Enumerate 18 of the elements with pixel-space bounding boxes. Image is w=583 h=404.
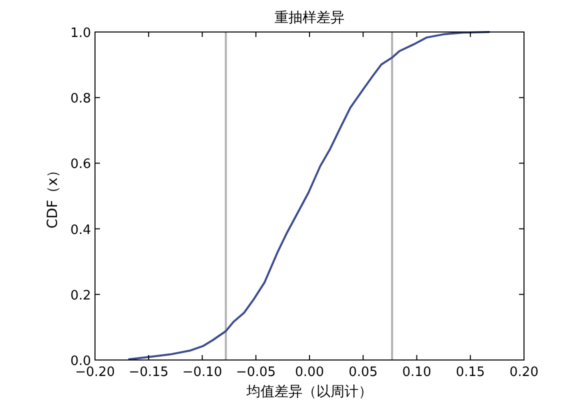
y-tick-label: 0.6 xyxy=(70,157,91,172)
y-tick-label: 0.8 xyxy=(70,92,91,107)
line-series xyxy=(127,31,491,360)
y-axis-title: CDF（x） xyxy=(45,164,61,228)
x-tick-label: −0.20 xyxy=(75,365,115,380)
x-tick-label: 0.10 xyxy=(402,365,432,380)
x-axis-title: 均值差异（以周计） xyxy=(246,384,372,400)
x-tick-label: 0.20 xyxy=(510,365,538,380)
chart-title: 重抽样差异 xyxy=(274,10,344,26)
y-tick-label: 1.0 xyxy=(70,26,91,41)
y-tick-label: 0.4 xyxy=(70,222,91,238)
x-tick-label: 0.00 xyxy=(295,365,324,380)
x-tick-label: −0.10 xyxy=(182,365,222,380)
x-tick-label: −0.15 xyxy=(128,365,169,380)
x-tick-label: 0.05 xyxy=(348,365,378,380)
x-tick-label: 0.15 xyxy=(456,365,485,380)
y-tick-label: 0.2 xyxy=(70,288,91,304)
x-tick-label: −0.05 xyxy=(236,365,276,380)
